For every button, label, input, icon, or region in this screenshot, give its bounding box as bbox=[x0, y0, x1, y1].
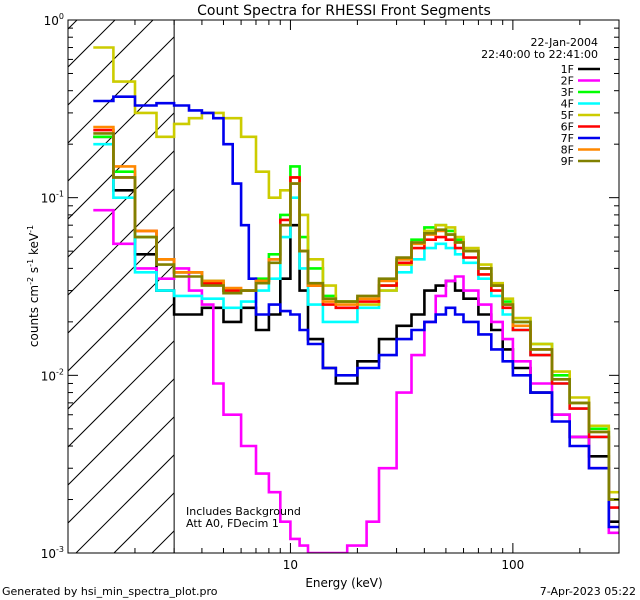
footer-timestamp: 7-Apr-2023 05:22 bbox=[540, 585, 636, 598]
series-7F bbox=[93, 95, 619, 529]
note-attenuator: Att A0, FDecim 1 bbox=[186, 517, 279, 530]
legend-label-4F: 4F bbox=[561, 98, 574, 111]
x-tick-label: 10 bbox=[283, 558, 298, 572]
note-background: Includes Background bbox=[186, 505, 301, 518]
series-lines bbox=[93, 46, 619, 553]
y-tick-label: 10-3 bbox=[41, 545, 64, 561]
series-9F bbox=[93, 132, 619, 501]
legend-time-range: 22:40:00 to 22:41:00 bbox=[481, 48, 598, 61]
legend-label-5F: 5F bbox=[561, 109, 574, 122]
legend-label-1F: 1F bbox=[561, 63, 574, 76]
legend-label-2F: 2F bbox=[561, 75, 574, 88]
x-tick-label: 100 bbox=[501, 558, 524, 572]
hatch-line bbox=[68, 20, 192, 144]
hatch-line bbox=[0, 20, 1, 553]
plot-frame bbox=[67, 19, 620, 554]
x-axis-label: Energy (keV) bbox=[305, 576, 382, 590]
footer-generated-by: Generated by hsi_min_spectra_plot.pro bbox=[2, 585, 218, 598]
tick-labels: 10 100 100 10-1 10-2 10-3 bbox=[41, 12, 525, 572]
legend-label-8F: 8F bbox=[561, 144, 574, 157]
legend-label-7F: 7F bbox=[561, 132, 574, 145]
legend-label-6F: 6F bbox=[561, 121, 574, 134]
legend-label-9F: 9F bbox=[561, 155, 574, 168]
y-axis-label: counts cm-2 s-1 keV-1 bbox=[26, 225, 41, 347]
legend-label-3F: 3F bbox=[561, 86, 574, 99]
hatch-line bbox=[68, 20, 230, 182]
y-tick-label: 10-2 bbox=[41, 367, 64, 383]
y-tick-label: 100 bbox=[44, 12, 64, 28]
legend-date: 22-Jan-2004 bbox=[531, 36, 599, 49]
axes bbox=[67, 19, 620, 554]
y-tick-label: 10-1 bbox=[41, 190, 64, 206]
chart-title: Count Spectra for RHESSI Front Segments bbox=[197, 3, 491, 19]
